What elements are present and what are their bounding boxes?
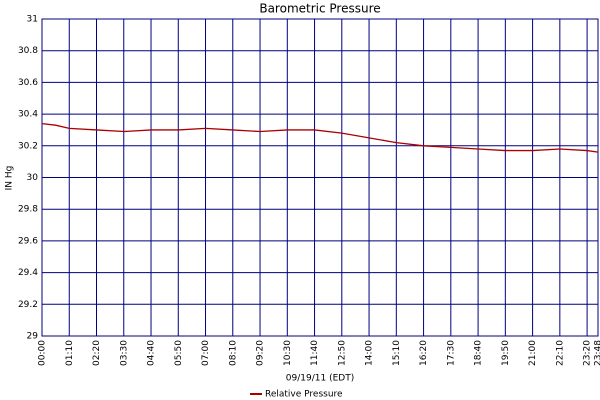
x-tick-label: 02:20 [92, 340, 102, 366]
x-tick-label: 11:40 [310, 340, 320, 366]
x-axis-label: 09/19/11 (EDT) [286, 374, 354, 384]
y-tick-label: 30.4 [18, 110, 38, 120]
x-tick-label: 08:10 [228, 340, 238, 366]
x-tick-label: 23:48 [594, 340, 600, 366]
x-tick-label: 00:00 [38, 340, 48, 366]
x-tick-label: 07:00 [201, 340, 211, 366]
y-tick-label: 29 [27, 332, 39, 342]
y-tick-label: 30 [27, 173, 39, 183]
chart-title: Barometric Pressure [259, 2, 380, 16]
x-tick-label: 05:50 [174, 340, 184, 366]
line-series [41, 122, 599, 153]
x-tick-label: 12:50 [337, 340, 347, 366]
x-tick-label: 23:20 [583, 340, 593, 366]
y-tick-label: 29.8 [18, 205, 38, 215]
legend-label: Relative Pressure [265, 390, 343, 400]
x-tick-label: 04:40 [147, 340, 157, 366]
x-tick-label: 03:30 [119, 340, 129, 366]
x-tick-label: 14:00 [365, 340, 375, 366]
x-tick-label: 10:30 [283, 340, 293, 366]
y-tick-label: 29.2 [18, 300, 38, 310]
y-tick-label: 30.8 [18, 46, 38, 56]
x-tick-label: 22:10 [555, 340, 565, 366]
y-axis-label: IN Hg [5, 166, 15, 191]
y-tick-label: 29.6 [18, 236, 38, 246]
x-tick-label: 18:40 [474, 340, 484, 366]
x-tick-label: 09:20 [256, 340, 266, 366]
y-tick-label: 30.2 [18, 141, 38, 151]
x-tick-label: 01:10 [65, 340, 75, 366]
x-tick-label: 17:30 [446, 340, 456, 366]
x-tick-label: 21:00 [528, 340, 538, 366]
x-tick-label: 15:10 [392, 340, 402, 366]
plot-border [41, 18, 599, 337]
x-tick-label: 19:50 [501, 340, 511, 366]
y-tick-label: 30.6 [18, 78, 38, 88]
y-tick-label: 29.4 [18, 268, 38, 278]
y-tick-label: 31 [27, 15, 38, 25]
x-tick-label: 16:20 [419, 340, 429, 366]
